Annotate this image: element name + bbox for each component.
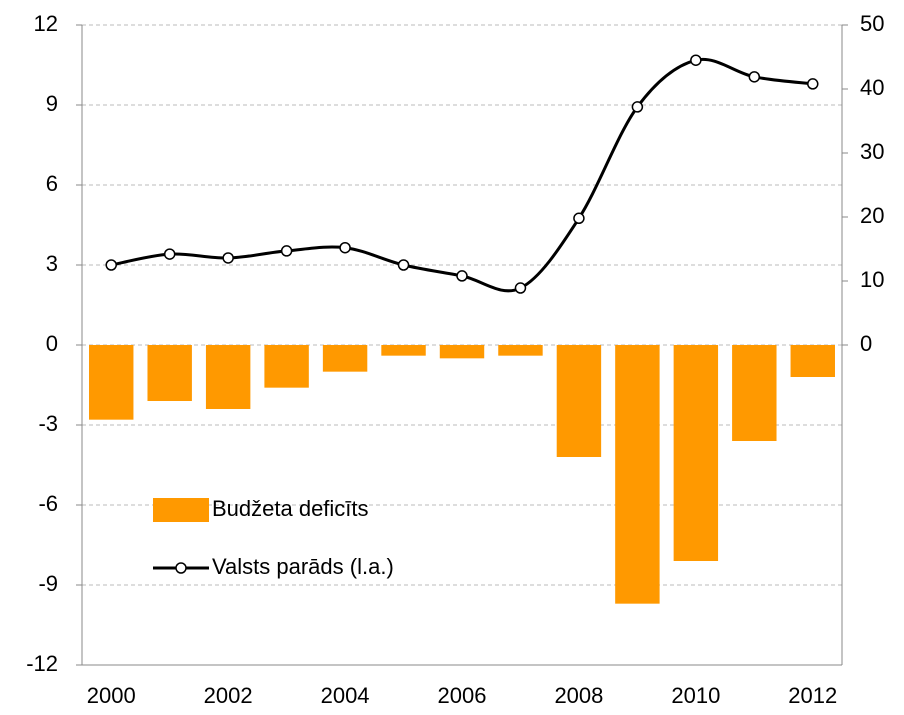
y-tick-label: 6: [46, 171, 58, 196]
x-tick-label: 2004: [321, 683, 370, 708]
bar: [381, 345, 426, 356]
x-tick-label: 2002: [204, 683, 253, 708]
bar: [498, 345, 543, 356]
bar: [264, 345, 309, 388]
marker: [105, 259, 117, 271]
y2-tick-label: 20: [860, 203, 884, 228]
bar: [322, 345, 368, 372]
legend-swatch: [153, 498, 209, 522]
bar: [205, 345, 251, 409]
marker: [631, 101, 644, 113]
bar: [615, 345, 660, 604]
y-tick-label: 0: [46, 331, 58, 356]
bar: [732, 345, 777, 441]
marker: [573, 212, 585, 225]
bar: [147, 345, 192, 401]
y-tick-label: 12: [34, 11, 58, 36]
bar: [439, 345, 485, 359]
bar: [89, 345, 134, 420]
bar: [673, 345, 719, 561]
marker: [748, 71, 761, 83]
marker: [280, 245, 293, 257]
y2-tick-label: 50: [860, 11, 884, 36]
x-tick-label: 2012: [788, 683, 837, 708]
y-tick-label: -12: [26, 651, 58, 676]
y-tick-label: -9: [38, 571, 58, 596]
marker: [163, 248, 176, 260]
legend-label: Budžeta deficīts: [212, 496, 369, 521]
bar: [556, 345, 602, 457]
y-tick-label: 3: [46, 251, 58, 276]
y-tick-label: 9: [46, 91, 58, 116]
x-tick-label: 2006: [438, 683, 487, 708]
y2-tick-label: 40: [860, 75, 884, 100]
marker: [690, 54, 702, 66]
legend-label: Valsts parāds (l.a.): [212, 554, 394, 579]
marker: [456, 270, 468, 282]
marker: [514, 282, 527, 294]
marker: [397, 259, 410, 271]
x-tick-label: 2000: [87, 683, 136, 708]
y-tick-label: -6: [38, 491, 58, 516]
line: [110, 57, 813, 293]
bar: [790, 345, 835, 377]
y2-tick-label: 0: [860, 331, 872, 356]
y-tick-label: -3: [38, 411, 58, 436]
y2-tick-label: 30: [860, 139, 884, 164]
x-tick-label: 2008: [554, 683, 603, 708]
x-tick-label: 2010: [671, 683, 720, 708]
y2-tick-label: 10: [860, 267, 884, 292]
marker: [222, 252, 234, 264]
marker: [339, 241, 351, 254]
marker: [807, 78, 819, 90]
legend-marker: [175, 562, 187, 574]
